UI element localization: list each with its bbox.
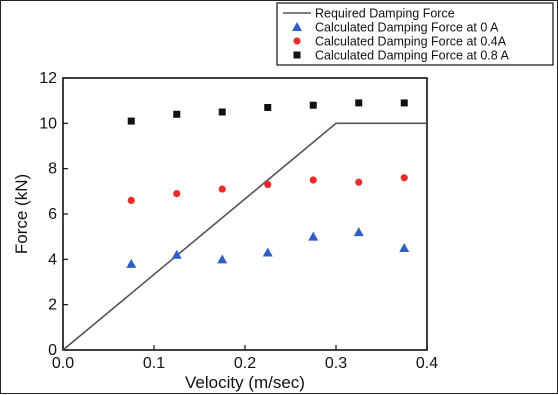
data-point xyxy=(400,174,408,182)
series-1 xyxy=(126,227,410,268)
data-point xyxy=(173,190,181,198)
legend-item: Calculated Damping Force at 0 A xyxy=(292,21,499,35)
data-point xyxy=(355,99,363,107)
data-point xyxy=(171,249,182,259)
x-axis-label: Velocity (m/sec) xyxy=(185,373,305,392)
y-tick-label: 12 xyxy=(39,70,57,87)
y-tick-label: 8 xyxy=(48,161,57,178)
series-group xyxy=(62,99,427,351)
data-point xyxy=(127,196,135,204)
series-3 xyxy=(127,99,408,125)
data-point xyxy=(309,101,317,109)
data-point xyxy=(400,99,408,107)
legend-marker-swatch xyxy=(293,51,301,59)
x-tick-label: 0.3 xyxy=(325,355,347,372)
series-line xyxy=(62,122,427,351)
x-tick-label: 0.2 xyxy=(234,355,256,372)
plot-area xyxy=(62,77,428,351)
x-tick-label: 0.1 xyxy=(143,355,165,372)
series-2 xyxy=(127,174,408,204)
data-point xyxy=(309,176,317,184)
data-point xyxy=(264,180,272,189)
x-tick-label: 0.0 xyxy=(52,355,74,372)
data-point xyxy=(399,243,410,252)
series-0 xyxy=(62,122,427,351)
tick-group: 0.0 0.1 0.2 0.3 0.4 0 2 4 6 8 10 12 xyxy=(39,70,438,372)
data-point xyxy=(126,258,137,268)
data-point xyxy=(217,254,228,264)
y-tick-label: 2 xyxy=(48,297,57,314)
data-point xyxy=(264,103,272,111)
data-point xyxy=(218,108,226,116)
legend-marker-swatch xyxy=(293,37,301,45)
legend-label: Calculated Damping Force at 0 A xyxy=(315,21,499,35)
data-point xyxy=(353,227,364,237)
y-tick-label: 0 xyxy=(48,342,57,359)
y-tick-label: 6 xyxy=(48,206,57,223)
x-tick-label: 0.4 xyxy=(416,355,438,372)
data-point xyxy=(173,110,181,118)
data-point xyxy=(218,185,226,193)
y-tick-label: 4 xyxy=(48,251,57,268)
data-point xyxy=(308,231,319,241)
data-point xyxy=(127,117,135,125)
chart-axes: Velocity (m/sec) Force (kN) xyxy=(12,77,428,392)
y-axis-label: Force (kN) xyxy=(12,174,31,254)
legend-item: Calculated Damping Force at 0.4A xyxy=(293,35,507,49)
y-tick-label: 10 xyxy=(39,115,57,132)
legend-label: Calculated Damping Force at 0.8 A xyxy=(315,49,510,63)
legend-box xyxy=(276,2,554,66)
legend-label: Calculated Damping Force at 0.4A xyxy=(315,35,507,49)
legend-item: Required Damping Force xyxy=(283,7,455,21)
data-point xyxy=(355,178,363,186)
legend-label: Required Damping Force xyxy=(315,7,455,21)
data-point xyxy=(262,247,273,257)
legend-item: Calculated Damping Force at 0.8 A xyxy=(293,49,510,63)
legend-marker-swatch xyxy=(292,22,302,31)
